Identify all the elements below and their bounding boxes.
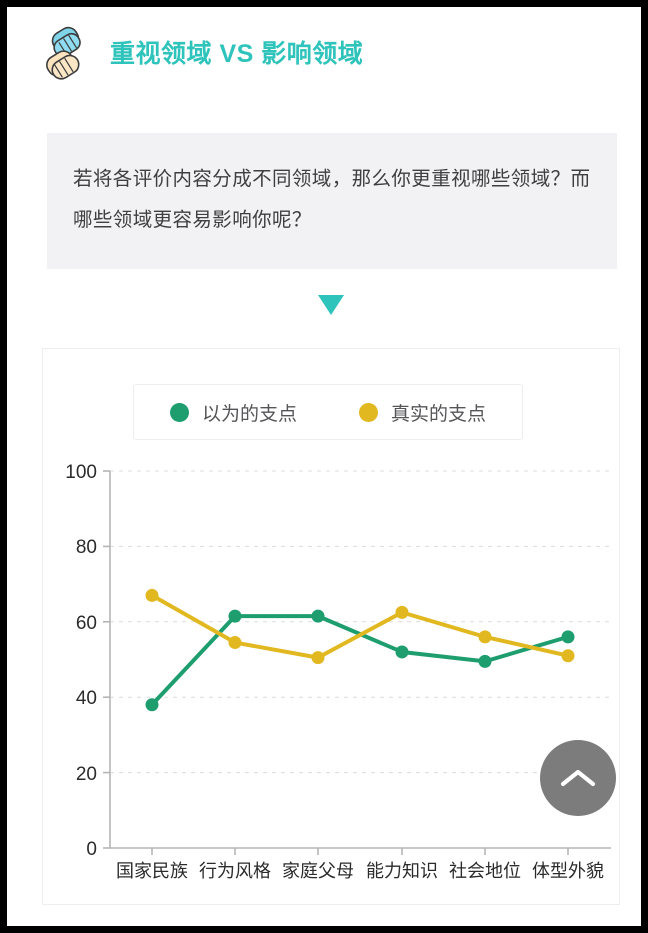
data-point[interactable] (311, 651, 325, 665)
x-tick-label: 能力知识 (366, 861, 438, 881)
data-point[interactable] (228, 636, 242, 650)
chart-legend: 以为的支点 真实的支点 (133, 384, 523, 440)
chart-card: 100 80 60 40 20 0 国家民族 行为风格 家庭父母 能力知识 社会… (42, 348, 620, 905)
x-tick-label: 行为风格 (199, 861, 271, 881)
triangle-down-icon (318, 295, 344, 315)
x-tick-label: 体型外貌 (532, 861, 604, 881)
series-line-1 (150, 593, 570, 660)
y-tick-label: 40 (76, 688, 97, 709)
y-tick-label: 100 (65, 462, 97, 483)
legend-dot-yellow (359, 402, 378, 422)
y-tick-label: 80 (76, 537, 97, 558)
data-point[interactable] (478, 630, 492, 644)
data-point[interactable] (228, 609, 242, 623)
y-tick-label: 60 (76, 613, 97, 634)
question-panel: 若将各评价内容分成不同领域，那么你更重视哪些领域？而哪些领域更容易影响你呢？ (47, 133, 617, 269)
data-point[interactable] (395, 645, 409, 659)
legend-label: 以为的支点 (201, 403, 297, 425)
data-point[interactable] (478, 654, 492, 668)
data-point[interactable] (395, 605, 409, 619)
data-point[interactable] (561, 649, 575, 663)
data-point[interactable] (311, 609, 325, 623)
legend-label: 真实的支点 (391, 403, 487, 425)
y-tick-label: 20 (76, 764, 97, 785)
line-chart-plot: 100 80 60 40 20 0 国家民族 行为风格 家庭父母 能力知识 社会… (65, 462, 611, 881)
chevron-up-icon (560, 769, 596, 787)
page-content: 重视领域 VS 影响领域 若将各评价内容分成不同领域，那么你更重视哪些领域？而哪… (7, 7, 641, 926)
x-tick-label: 社会地位 (449, 861, 521, 881)
chart-axes (103, 470, 611, 855)
y-tick-label: 0 (86, 839, 97, 860)
chart-gridlines (110, 470, 611, 774)
x-tick-label: 国家民族 (116, 861, 188, 881)
legend-dot-green (169, 402, 189, 422)
x-axis-category-labels: 国家民族 行为风格 家庭父母 能力知识 社会地位 体型外貌 (116, 861, 604, 881)
data-point[interactable] (145, 698, 159, 712)
y-axis-tick-labels: 100 80 60 40 20 0 (65, 462, 97, 860)
question-text: 若将各评价内容分成不同领域，那么你更重视哪些领域？而哪些领域更容易影响你呢？ (73, 168, 591, 231)
page-title: 重视领域 VS 影响领域 (110, 39, 364, 68)
page-header: 重视领域 VS 影响领域 (40, 25, 363, 83)
clapping-hands-icon (46, 26, 81, 80)
data-point[interactable] (561, 630, 575, 644)
legend-item-expected[interactable]: 以为的支点 (169, 399, 297, 426)
legend-item-actual[interactable]: 真实的支点 (359, 399, 486, 426)
chart-series-layer (145, 588, 575, 712)
scroll-to-top-button[interactable] (540, 740, 616, 816)
data-point[interactable] (145, 588, 159, 602)
x-tick-label: 家庭父母 (282, 861, 354, 881)
